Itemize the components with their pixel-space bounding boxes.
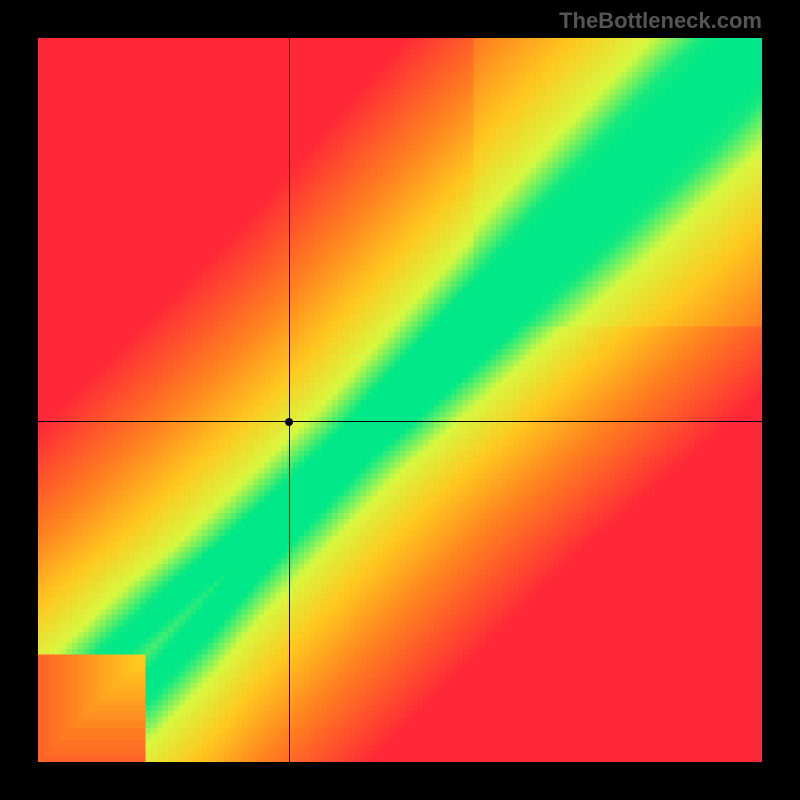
crosshair-marker (285, 418, 293, 426)
bottleneck-heatmap (38, 38, 762, 762)
crosshair-horizontal (38, 421, 762, 422)
crosshair-vertical (289, 38, 290, 762)
watermark-text: TheBottleneck.com (559, 8, 762, 34)
chart-container: TheBottleneck.com (0, 0, 800, 800)
